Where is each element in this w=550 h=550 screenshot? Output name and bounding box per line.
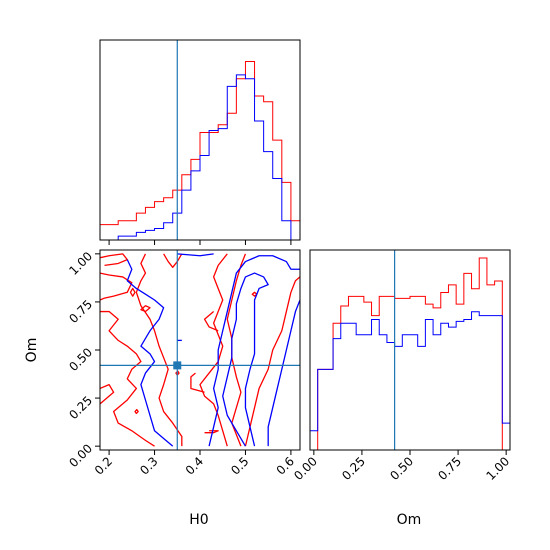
- contour-red: [163, 253, 183, 268]
- contour-blue: [126, 259, 174, 447]
- contour-blue: [222, 272, 269, 447]
- contour-red: [199, 253, 228, 447]
- contour-blue: [177, 253, 214, 257]
- om-y-tick-label: 1.00: [66, 249, 95, 278]
- contour-red: [129, 287, 136, 297]
- contour-red: [134, 408, 139, 415]
- contour-red: [244, 276, 300, 447]
- contour-red: [100, 310, 155, 447]
- h0-x-tick-label: 0.4: [183, 454, 206, 477]
- x-axis-label-h0: H0: [189, 512, 208, 528]
- contour-red: [203, 311, 219, 332]
- x-axis-label-om: Om: [397, 512, 422, 528]
- om-y-tick-label: 0.00: [66, 441, 95, 470]
- contour-red: [100, 272, 133, 301]
- om-hist-tick-label: 0.75: [435, 454, 464, 483]
- om-hist-tick-label: 0.00: [291, 454, 320, 483]
- om-hist-tick-label: 1.00: [483, 454, 512, 483]
- truth-marker: [173, 361, 182, 370]
- om-y-tick-label: 0.50: [66, 345, 95, 374]
- om-hist-tick-label: 0.50: [387, 454, 416, 483]
- om-hist-frame: [309, 249, 511, 451]
- h0-x-tick-label: 0.2: [92, 454, 115, 477]
- contour-red: [251, 291, 258, 297]
- contour-blue: [267, 299, 300, 447]
- h0-x-tick-label: 0.3: [137, 454, 160, 477]
- contour-red: [100, 383, 115, 405]
- contour-red: [204, 430, 219, 434]
- contour-red: [190, 372, 205, 393]
- contour-red: [135, 253, 183, 447]
- h0-om-contour-panel: 0.2 0.3 0.4 0.5 0.60.000.250.500.751.00: [66, 249, 301, 478]
- om-histogram-panel: 0.00 0.25 0.50 0.75 1.00: [291, 249, 512, 483]
- h0-histogram-panel: [99, 39, 301, 245]
- h0-hist-blue-step: [100, 74, 300, 241]
- om-hist-red-step: [310, 257, 510, 451]
- contour-red: [100, 253, 128, 267]
- y-axis-label-om: Om: [24, 338, 40, 363]
- om-hist-tick-label: 0.25: [339, 454, 368, 483]
- h0-x-tick-label: 0.5: [228, 454, 251, 477]
- om-y-tick-label: 0.25: [66, 393, 95, 422]
- h0-hist-red-step: [99, 60, 301, 240]
- contour-blue: [208, 255, 300, 447]
- contour-lines: [100, 253, 300, 447]
- om-hist-blue-step: [309, 311, 511, 450]
- contour-red: [140, 305, 151, 313]
- om-y-tick-label: 0.75: [66, 297, 95, 326]
